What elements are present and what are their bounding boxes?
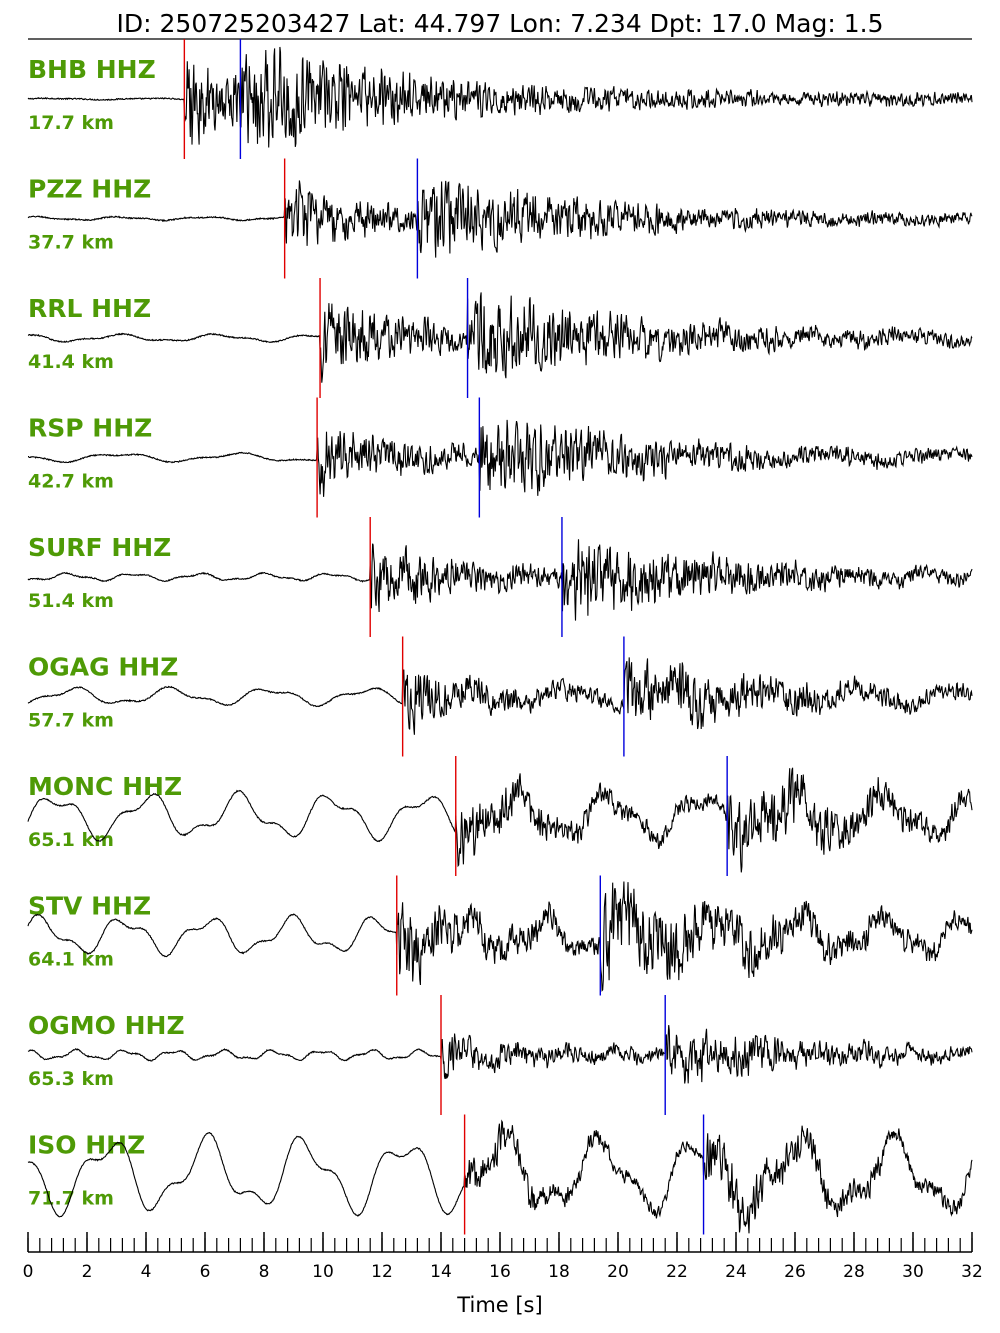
station-label: STV HHZ: [28, 892, 151, 921]
x-tick-label: 2: [82, 1262, 93, 1282]
waveform-line: [27, 1119, 973, 1234]
x-tick-label: 0: [23, 1262, 34, 1282]
trace-10: ISO HHZ 71.7 km: [27, 1114, 973, 1235]
x-tick-label: 30: [902, 1262, 924, 1282]
distance-label: 17.7 km: [28, 112, 114, 134]
station-label: BHB HHZ: [28, 55, 156, 84]
x-tick-label: 14: [430, 1262, 452, 1282]
waveform-line: [27, 180, 973, 258]
trace-5: SURF HHZ 51.4 km: [27, 517, 973, 637]
x-axis: 0 2 4 6 8 10 12 14 16 18 20 22 24 26 28 30 32: [23, 1232, 983, 1282]
x-tick-label: 16: [489, 1262, 511, 1282]
station-label: ISO HHZ: [28, 1131, 145, 1160]
waveform-line: [27, 292, 973, 383]
x-tick-label: 24: [725, 1262, 747, 1282]
distance-label: 37.7 km: [28, 232, 114, 254]
station-label: PZZ HHZ: [28, 175, 151, 204]
x-tick-label: 12: [371, 1262, 393, 1282]
x-tick-label: 28: [843, 1262, 865, 1282]
station-label: SURF HHZ: [28, 533, 171, 562]
x-axis-label: Time [s]: [456, 1293, 542, 1317]
x-tick-label: 4: [141, 1262, 152, 1282]
x-tick-label: 32: [961, 1262, 983, 1282]
distance-label: 41.4 km: [28, 351, 114, 373]
station-label: OGMO HHZ: [28, 1011, 185, 1040]
station-label: RSP HHZ: [28, 414, 152, 443]
trace-6: OGAG HHZ 57.7 km: [27, 636, 973, 757]
traces-group: BHB HHZ 17.7 km PZZ HHZ 37.7 km RRL HHZ 41.4 …: [27, 39, 973, 1235]
x-tick-label: 22: [666, 1262, 688, 1282]
x-tick-label: 18: [548, 1262, 570, 1282]
distance-label: 65.3 km: [28, 1068, 114, 1090]
x-tick-label: 6: [200, 1262, 211, 1282]
waveform-line: [27, 1025, 973, 1084]
x-tick-label: 8: [259, 1262, 270, 1282]
station-label: RRL HHZ: [28, 294, 151, 323]
chart-title: ID: 250725203427 Lat: 44.797 Lon: 7.234 …: [117, 9, 884, 38]
x-tick-label: 10: [312, 1262, 334, 1282]
distance-label: 42.7 km: [28, 471, 114, 493]
trace-4: RSP HHZ 42.7 km: [28, 397, 973, 518]
station-label: MONC HHZ: [28, 772, 182, 801]
distance-label: 71.7 km: [28, 1188, 114, 1210]
distance-label: 57.7 km: [28, 710, 114, 732]
waveform-line: [28, 419, 973, 497]
trace-1: BHB HHZ 17.7 km: [27, 39, 973, 159]
distance-label: 64.1 km: [28, 949, 114, 971]
waveform-line: [27, 46, 973, 148]
x-tick-label: 26: [784, 1262, 806, 1282]
waveform-line: [27, 881, 973, 992]
waveform-line: [27, 657, 973, 735]
waveform-line: [27, 767, 973, 873]
x-tick-label: 20: [607, 1262, 629, 1282]
trace-8: STV HHZ 64.1 km: [27, 875, 973, 996]
distance-label: 51.4 km: [28, 590, 114, 612]
trace-2: PZZ HHZ 37.7 km: [27, 158, 973, 279]
trace-9: OGMO HHZ 65.3 km: [27, 995, 973, 1115]
trace-3: RRL HHZ 41.4 km: [27, 278, 973, 398]
waveform-line: [27, 539, 973, 621]
station-label: OGAG HHZ: [28, 653, 178, 682]
